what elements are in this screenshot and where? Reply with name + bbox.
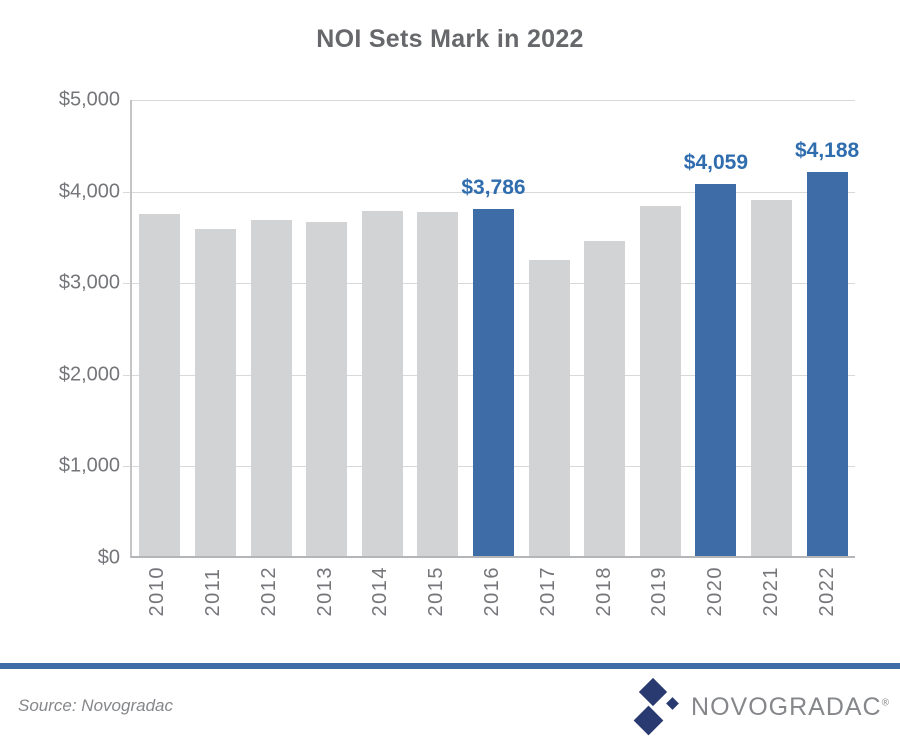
x-tick-slot-2012: 2012 xyxy=(242,566,298,617)
y-axis-tick xyxy=(123,374,130,376)
bar-slot-2020: $4,059 xyxy=(684,100,748,556)
x-tick-slot-2018: 2018 xyxy=(576,566,632,617)
bar-slot-2018 xyxy=(577,100,633,556)
y-tick-label-0: $0 xyxy=(97,546,120,569)
bar-2015 xyxy=(417,211,459,556)
x-tick-slot-2016: 2016 xyxy=(465,566,521,617)
x-tick-label-2018: 2018 xyxy=(592,566,615,617)
x-tick-label-2014: 2014 xyxy=(369,566,392,617)
bar-2019 xyxy=(639,205,681,556)
y-axis-labels: $5,000 $4,000 $3,000 $2,000 $1,000 $0 xyxy=(0,89,120,569)
y-axis-tick xyxy=(123,283,130,285)
bar-2011 xyxy=(194,229,236,556)
source-note: Source: Novogradac xyxy=(18,696,173,715)
registered-trademark-symbol: ® xyxy=(881,697,890,709)
footer-divider-bar xyxy=(0,663,900,669)
brand-wordmark: NOVOGRADAC® xyxy=(691,693,890,722)
bar-slot-2014 xyxy=(354,100,410,556)
x-tick-label-2016: 2016 xyxy=(480,566,503,617)
y-tick-label-5000: $5,000 xyxy=(58,88,120,111)
y-tick-label-1000: $1,000 xyxy=(58,454,120,477)
x-tick-label-2019: 2019 xyxy=(648,566,671,617)
bar-2022 xyxy=(806,172,848,556)
bar-2014 xyxy=(361,210,403,556)
x-tick-slot-2020: 2020 xyxy=(688,566,744,617)
gridline-4000 xyxy=(132,191,855,193)
bar-value-label-2020: $4,059 xyxy=(683,151,749,175)
x-tick-label-2017: 2017 xyxy=(536,566,559,617)
bar-slot-2011 xyxy=(188,100,244,556)
novogradac-logo: NOVOGRADAC® xyxy=(633,677,890,737)
x-axis-labels: 2010 2011 2012 2013 2014 2015 2016 2017 2018 2019… xyxy=(130,566,855,617)
brand-name: NOVOGRADAC xyxy=(691,692,882,721)
y-axis-tick xyxy=(123,466,130,468)
bar-2012 xyxy=(250,219,292,556)
bar-slot-2017 xyxy=(521,100,577,556)
x-tick-slot-2013: 2013 xyxy=(297,566,353,617)
bar-2013 xyxy=(306,221,348,556)
bar-slot-2021 xyxy=(744,100,800,556)
x-tick-label-2013: 2013 xyxy=(313,566,336,617)
chart-plot-area: $3,786 $4,059 $4,188 xyxy=(123,100,859,558)
x-tick-label-2010: 2010 xyxy=(146,566,169,617)
bar-2017 xyxy=(528,260,570,556)
bar-slot-2019 xyxy=(632,100,688,556)
bar-slot-2015 xyxy=(410,100,466,556)
bar-slot-2022: $4,188 xyxy=(795,100,859,556)
diamond-logo-icon xyxy=(633,677,682,737)
gridline-5000 xyxy=(132,100,855,101)
x-tick-label-2011: 2011 xyxy=(202,567,225,617)
x-tick-slot-2017: 2017 xyxy=(520,566,576,617)
bar-2020 xyxy=(695,184,737,556)
x-tick-slot-2015: 2015 xyxy=(409,566,465,617)
y-tick-label-4000: $4,000 xyxy=(58,180,120,203)
bar-2016 xyxy=(472,209,514,556)
bar-slot-2010 xyxy=(132,100,188,556)
bar-series: $3,786 $4,059 $4,188 xyxy=(132,100,859,556)
page-title: NOI Sets Mark in 2022 xyxy=(316,25,584,53)
bar-2021 xyxy=(751,199,792,556)
bar-value-label-2016: $3,786 xyxy=(461,176,526,200)
x-tick-label-2022: 2022 xyxy=(815,566,838,617)
bar-2018 xyxy=(584,240,626,556)
diamond-small xyxy=(666,697,679,710)
bar-2010 xyxy=(139,214,181,556)
y-tick-label-3000: $3,000 xyxy=(58,271,120,294)
x-tick-label-2020: 2020 xyxy=(704,566,727,617)
x-tick-slot-2014: 2014 xyxy=(353,566,409,617)
bar-slot-2013 xyxy=(299,100,355,556)
x-tick-slot-2022: 2022 xyxy=(799,566,855,617)
bar-slot-2012 xyxy=(243,100,299,556)
bar-value-label-2022: $4,188 xyxy=(794,139,860,163)
diamond-top xyxy=(638,677,668,707)
y-tick-label-2000: $2,000 xyxy=(58,363,120,386)
x-tick-slot-2021: 2021 xyxy=(743,566,799,617)
x-tick-slot-2010: 2010 xyxy=(130,566,186,617)
diamond-bottom xyxy=(633,705,664,736)
x-tick-slot-2019: 2019 xyxy=(632,566,688,617)
bar-slot-2016: $3,786 xyxy=(461,100,526,556)
x-tick-label-2015: 2015 xyxy=(425,566,448,617)
x-tick-slot-2011: 2011 xyxy=(186,566,242,617)
y-axis-tick xyxy=(123,191,130,193)
x-tick-label-2012: 2012 xyxy=(257,566,280,617)
x-tick-label-2021: 2021 xyxy=(759,566,782,617)
